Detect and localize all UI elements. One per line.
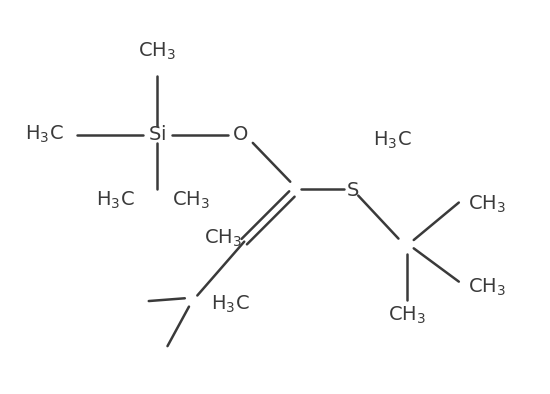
Text: $\mathregular{Si}$: $\mathregular{Si}$ xyxy=(148,125,166,144)
Text: $\mathregular{H_3C}$: $\mathregular{H_3C}$ xyxy=(96,190,135,211)
Text: $\mathregular{CH_3}$: $\mathregular{CH_3}$ xyxy=(204,228,241,249)
Text: $\mathregular{H_3C}$: $\mathregular{H_3C}$ xyxy=(373,130,412,151)
Text: $\mathregular{CH_3}$: $\mathregular{CH_3}$ xyxy=(172,190,210,211)
Text: $\mathregular{H_3C}$: $\mathregular{H_3C}$ xyxy=(211,294,249,316)
Text: $\mathregular{CH_3}$: $\mathregular{CH_3}$ xyxy=(388,305,426,326)
Text: $\mathregular{CH_3}$: $\mathregular{CH_3}$ xyxy=(138,41,176,62)
Text: $\mathregular{H_3C}$: $\mathregular{H_3C}$ xyxy=(25,124,63,145)
Text: $\mathregular{O}$: $\mathregular{O}$ xyxy=(232,125,249,144)
Text: $\mathregular{CH_3}$: $\mathregular{CH_3}$ xyxy=(468,193,506,215)
Text: $\mathregular{CH_3}$: $\mathregular{CH_3}$ xyxy=(468,277,506,298)
Text: $\mathregular{S}$: $\mathregular{S}$ xyxy=(346,180,359,200)
